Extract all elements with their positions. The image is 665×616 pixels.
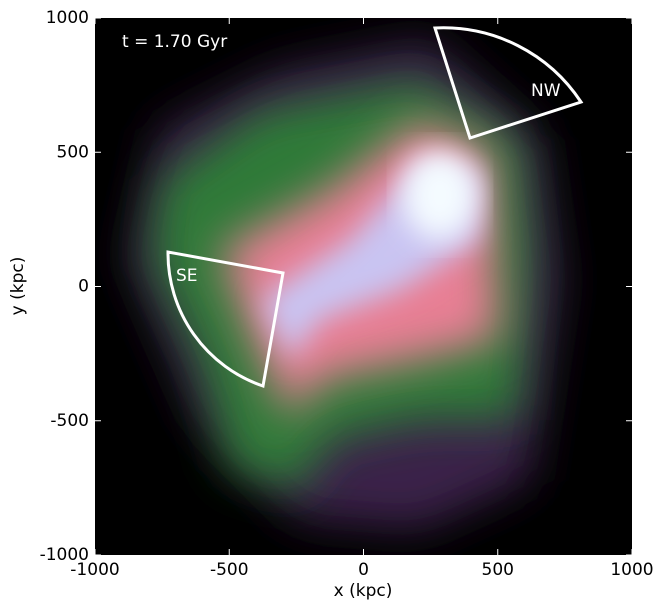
x-tick-label: 1000: [610, 560, 653, 580]
x-tick-label: 500: [482, 560, 514, 580]
y-tick-label: 0: [78, 277, 89, 297]
y-tick-label: 1000: [46, 8, 89, 28]
se-sector: [166, 250, 285, 388]
x-tick-label: 0: [358, 560, 369, 580]
x-axis-label: x (kpc): [334, 581, 393, 601]
image: [130, 40, 560, 530]
y-tick-label: -1000: [40, 545, 89, 565]
nw-label: NW: [531, 81, 561, 101]
core: [402, 150, 478, 240]
nw-sector: [432, 26, 584, 140]
y-tick-label: -500: [50, 411, 89, 431]
x-tick-label: -500: [210, 560, 249, 580]
se-label: SE: [176, 266, 198, 286]
time-label: t = 1.70 Gyr: [122, 32, 227, 52]
y-axis-label: y (kpc): [8, 257, 28, 316]
y-tick-label: 500: [57, 142, 89, 162]
x-tick-label: -1000: [70, 560, 119, 580]
